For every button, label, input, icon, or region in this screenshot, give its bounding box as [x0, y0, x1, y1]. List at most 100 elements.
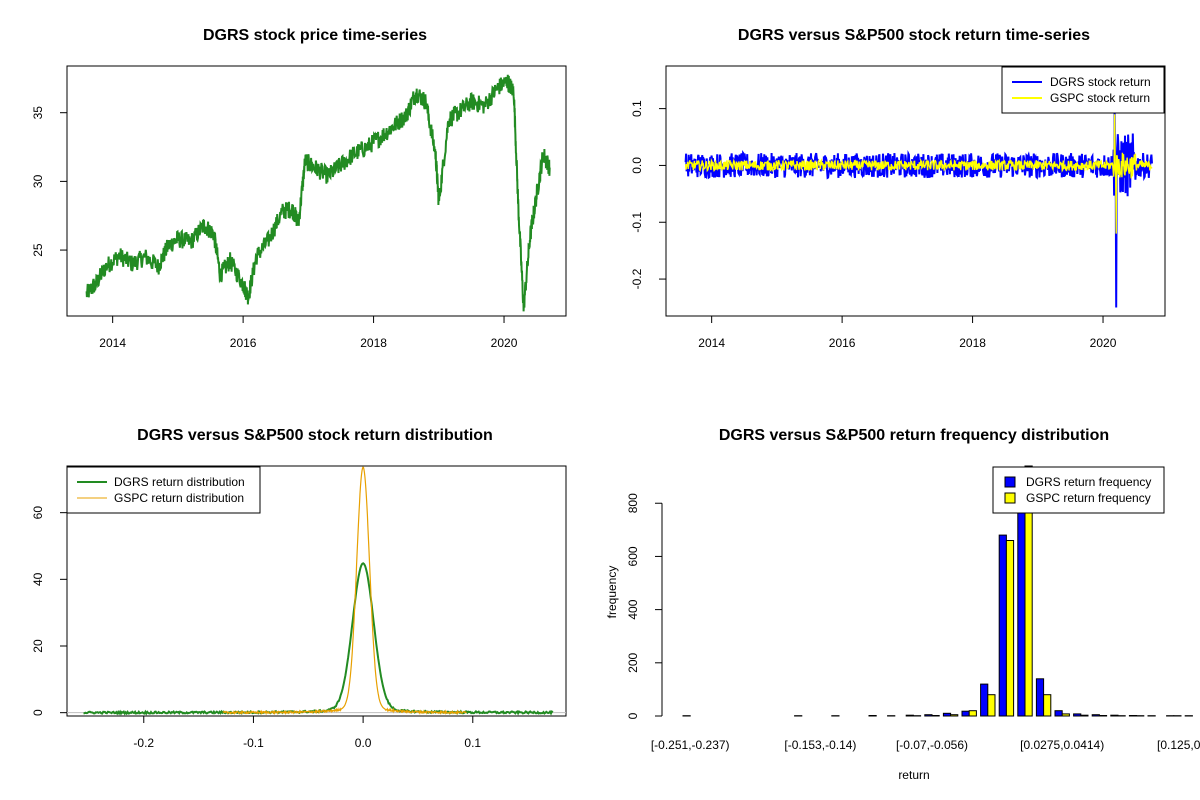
- returns-x-tick-label: 2014: [698, 336, 725, 350]
- density-chart-title: DGRS versus S&P500 stock return distribu…: [137, 427, 493, 444]
- price-y-axis: 25 30 35: [31, 106, 67, 257]
- gspc-frequency-bar: [1005, 540, 1015, 717]
- returns-y-axis: -0.2 -0.1 0.0 0.1: [630, 100, 666, 289]
- density-y-tick-label: 0: [31, 709, 45, 716]
- gspc-frequency-bar: [1043, 694, 1052, 717]
- histogram-chart-title: DGRS versus S&P500 return frequency dist…: [719, 427, 1109, 444]
- price-x-axis: 2014 2016 2018 2020: [99, 316, 518, 350]
- histogram-x-tick-label: [0.125,0.139): [1157, 738, 1200, 752]
- dgrs-frequency-bar: [868, 715, 877, 717]
- returns-legend: DGRS stock return GSPC stock return: [1001, 66, 1165, 114]
- histogram-bars: [682, 465, 1193, 717]
- gspc-frequency-bar: [931, 715, 940, 717]
- histogram-x-tick-label: [0.0275,0.0414): [1020, 738, 1104, 752]
- price-x-tick-label: 2018: [360, 336, 387, 350]
- density-y-tick-label: 20: [31, 639, 45, 653]
- legend-swatch-dgrs-frequency: [1004, 476, 1016, 488]
- price-x-tick-label: 2014: [99, 336, 126, 350]
- density-x-tick-label: 0.0: [355, 736, 372, 750]
- returns-x-tick-label: 2020: [1090, 336, 1117, 350]
- density-y-axis: 0 20 40 60: [31, 506, 67, 716]
- histogram-x-tick-label: [-0.07,-0.056): [896, 738, 968, 752]
- histogram-y-axis-label: frequency: [605, 566, 619, 619]
- dgrs-frequency-bar: [961, 710, 970, 717]
- density-y-tick-label: 60: [31, 506, 45, 520]
- density-x-tick-label: 0.1: [464, 736, 481, 750]
- price-line: [85, 74, 551, 312]
- dgrs-frequency-bar: [1017, 502, 1026, 717]
- histogram-x-tick-label: [-0.153,-0.14): [784, 738, 856, 752]
- histogram-x-tick-label: [-0.251,-0.237): [651, 738, 730, 752]
- histogram-y-tick-label: 0: [626, 712, 640, 719]
- returns-legend-box: [1001, 66, 1165, 114]
- histogram-x-axis-label: return: [898, 768, 929, 782]
- density-x-tick-label: -0.2: [133, 736, 154, 750]
- dgrs-frequency-bar: [924, 714, 933, 717]
- histogram-legend-box: [992, 466, 1165, 514]
- gspc-frequency-bar: [1024, 465, 1033, 717]
- price-x-tick-label: 2016: [230, 336, 257, 350]
- returns-chart-title: DGRS versus S&P500 stock return time-ser…: [738, 27, 1090, 44]
- dgrs-frequency-bar: [980, 683, 989, 717]
- gspc-frequency-bar: [950, 714, 959, 717]
- dgrs-frequency-bar: [1054, 710, 1063, 717]
- dgrs-frequency-bar: [1110, 714, 1119, 717]
- dgrs-frequency-bar: [998, 534, 1007, 717]
- dgrs-density-line: [83, 562, 554, 716]
- dgrs-frequency-bar: [1073, 713, 1082, 717]
- density-legend: DGRS return distribution GSPC return dis…: [66, 466, 261, 514]
- price-y-tick-label: 35: [31, 106, 45, 120]
- returns-x-axis: 2014 2016 2018 2020: [698, 316, 1117, 350]
- gspc-frequency-bar: [1098, 715, 1108, 717]
- panel-returns: DGRS versus S&P500 stock return time-ser…: [630, 27, 1166, 350]
- density-legend-box: [66, 466, 261, 514]
- gspc-frequency-bar: [968, 710, 977, 717]
- density-x-axis: -0.2 -0.1 0.0 0.1: [133, 716, 481, 750]
- price-y-tick-label: 25: [31, 243, 45, 257]
- dgrs-frequency-bar: [942, 712, 952, 717]
- histogram-y-tick-label: 400: [626, 599, 640, 619]
- returns-y-tick-label: 0.1: [630, 100, 644, 117]
- returns-y-tick-label: -0.2: [630, 268, 644, 289]
- panel-density: DGRS versus S&P500 stock return distribu…: [31, 427, 567, 750]
- price-plot-frame: [66, 65, 567, 317]
- density-x-tick-label: -0.1: [243, 736, 264, 750]
- histogram-y-tick-label: 200: [626, 652, 640, 672]
- legend-label-gspc-return: GSPC stock return: [1050, 91, 1150, 105]
- price-y-tick-label: 30: [31, 174, 45, 188]
- histogram-x-axis: [-0.251,-0.237) [-0.153,-0.14) [-0.07,-0.0…: [651, 738, 1200, 752]
- histogram-y-axis: 0 200 400 600 800: [626, 493, 663, 719]
- dgrs-frequency-bar: [905, 714, 914, 717]
- histogram-legend: DGRS return frequency GSPC return freque…: [992, 466, 1165, 514]
- dgrs-frequency-bar: [1128, 715, 1138, 717]
- density-series: [67, 466, 566, 716]
- gspc-frequency-bar: [1061, 713, 1070, 717]
- dgrs-return-line: [684, 108, 1153, 308]
- price-x-tick-label: 2020: [491, 336, 518, 350]
- returns-x-tick-label: 2018: [959, 336, 986, 350]
- gspc-frequency-bar: [987, 694, 996, 717]
- dgrs-frequency-bar: [1035, 678, 1045, 717]
- histogram-y-tick-label: 600: [626, 546, 640, 566]
- returns-x-tick-label: 2016: [829, 336, 856, 350]
- legend-label-gspc-distribution: GSPC return distribution: [114, 491, 244, 505]
- density-plot-frame: [66, 465, 567, 717]
- legend-label-dgrs-distribution: DGRS return distribution: [114, 475, 245, 489]
- returns-plot-frame: [665, 65, 1166, 317]
- price-chart-title: DGRS stock price time-series: [203, 27, 427, 44]
- returns-series: [684, 108, 1153, 308]
- returns-y-tick-label: -0.1: [630, 212, 644, 233]
- legend-label-gspc-frequency: GSPC return frequency: [1026, 491, 1151, 505]
- gspc-return-line: [684, 114, 1153, 234]
- density-y-tick-label: 40: [31, 572, 45, 586]
- panel-histogram: DGRS versus S&P500 return frequency dist…: [605, 427, 1200, 782]
- gspc-density-line: [222, 466, 467, 716]
- gspc-frequency-bar: [1080, 714, 1089, 717]
- price-series: [85, 74, 551, 312]
- dgrs-frequency-bar: [1091, 714, 1100, 717]
- legend-label-dgrs-frequency: DGRS return frequency: [1026, 475, 1151, 489]
- panel-price: DGRS stock price time-series 2014 2016 201…: [31, 27, 567, 350]
- legend-swatch-gspc-frequency: [1004, 492, 1016, 504]
- legend-label-dgrs-return: DGRS stock return: [1050, 75, 1151, 89]
